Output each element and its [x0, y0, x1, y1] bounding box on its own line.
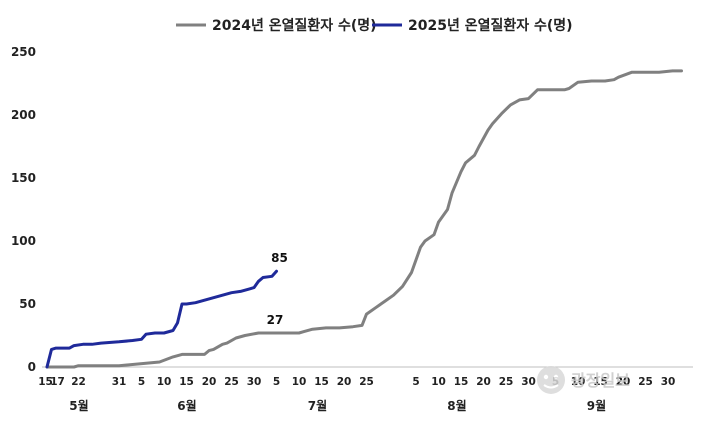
x-tick-label: 25 [359, 376, 374, 388]
x-tick-label: 20 [337, 376, 352, 388]
month-label: 9월 [587, 398, 606, 413]
x-tick-label: 10 [571, 376, 586, 388]
month-label: 6월 [177, 398, 196, 413]
x-tick-label: 10 [292, 376, 307, 388]
x-tick-label: 10 [431, 376, 446, 388]
x-tick-label: 15 [179, 376, 194, 388]
x-tick-label: 30 [661, 376, 676, 388]
month-label: 8월 [447, 398, 466, 413]
y-tick-label: 150 [11, 171, 36, 185]
legend: 2024년 온열질환자 수(명) 2025년 온열질환자 수(명) [176, 17, 573, 34]
x-tick-label: 5 [273, 376, 280, 388]
x-tick-label: 30 [247, 376, 262, 388]
data-labels: 85 27 [267, 251, 288, 327]
y-tick-label: 100 [11, 234, 36, 248]
x-tick-label: 25 [638, 376, 653, 388]
x-axis: 1517223151015202530510152025510152025305… [38, 376, 675, 388]
x-tick-label: 20 [476, 376, 491, 388]
series-group [45, 69, 683, 369]
y-axis: 0 50 100 150 200 250 [11, 45, 36, 374]
x-tick-label: 25 [224, 376, 239, 388]
series-line-2024 [45, 69, 683, 369]
data-label: 85 [271, 251, 288, 265]
watermark-text: 광장일보 [571, 371, 630, 390]
x-tick-label: 15 [454, 376, 469, 388]
x-tick-label: 5 [138, 376, 145, 388]
x-tick-label: 31 [112, 376, 127, 388]
x-tick-label: 15 [593, 376, 608, 388]
x-tick-label: 20 [202, 376, 217, 388]
data-label: 27 [267, 313, 284, 327]
watermark: 광장일보 [537, 366, 630, 394]
y-tick-label: 50 [19, 297, 36, 311]
x-tick-label: 5 [412, 376, 419, 388]
ghost-face-icon [537, 366, 565, 394]
x-tick-label: 15 [314, 376, 329, 388]
y-tick-label: 250 [11, 45, 36, 59]
x-tick-label: 10 [157, 376, 172, 388]
legend-label-2025: 2025년 온열질환자 수(명) [408, 17, 573, 34]
legend-label-2024: 2024년 온열질환자 수(명) [212, 17, 377, 34]
x-tick-label: 17 [50, 376, 65, 388]
month-label: 5월 [69, 398, 88, 413]
x-tick-label: 22 [71, 376, 86, 388]
x-tick-label: 20 [616, 376, 631, 388]
x-tick-label: 25 [499, 376, 514, 388]
x-tick-label: 15 [38, 376, 53, 388]
series-line-2025 [45, 269, 278, 369]
y-tick-label: 0 [28, 360, 36, 374]
month-labels: 5월 6월 7월 8월 9월 [69, 398, 606, 413]
month-label: 7월 [308, 398, 327, 413]
x-tick-label: 30 [521, 376, 536, 388]
y-tick-label: 200 [11, 108, 36, 122]
